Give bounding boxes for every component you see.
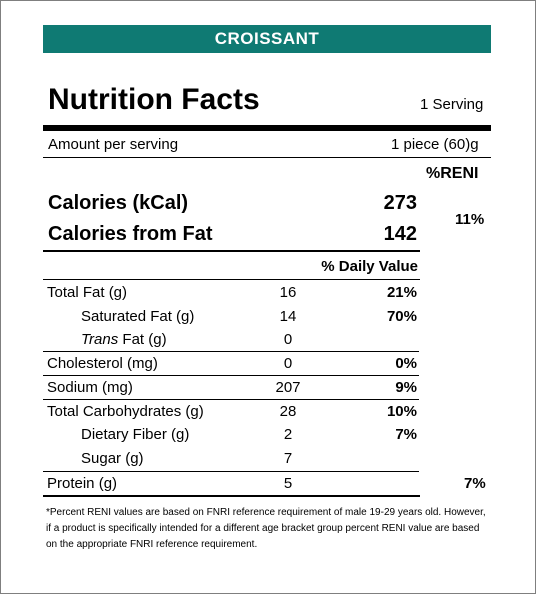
nutrient-label: Saturated Fat (g) (81, 308, 195, 325)
nutrient-amount: 0 (283, 355, 293, 372)
calories-label: Calories (kCal) (48, 192, 189, 214)
nutrient-row-sodium: Sodium (mg) 207 9% (43, 375, 419, 400)
nutrient-amount: 7 (283, 450, 293, 467)
rule-table-top (43, 279, 420, 280)
nutrient-label: Sugar (g) (81, 450, 144, 467)
nutrient-amount: 207 (275, 379, 301, 396)
rule-daily-value (43, 250, 420, 252)
nutrient-row-cholesterol: Cholesterol (mg) 0 0% (43, 351, 419, 376)
calories-value: 273 (383, 192, 417, 214)
amount-per-serving-label: Amount per serving (48, 136, 179, 153)
nutrient-dv: 21% (386, 284, 417, 301)
product-name: CROISSANT (214, 29, 320, 48)
nutrient-dv: 70% (386, 308, 417, 325)
nutrient-label: Trans Fat (g) (81, 331, 167, 348)
daily-value-header: % Daily Value (321, 258, 418, 275)
reni-header: %RENI (426, 165, 479, 182)
nutrient-row-trans-fat: Trans Fat (g) 0 (43, 328, 419, 352)
nutrient-dv: 0% (395, 355, 417, 372)
nutrition-facts-heading: Nutrition Facts (48, 83, 260, 116)
product-title-bar: CROISSANT (43, 25, 491, 53)
nutrient-amount: 0 (283, 331, 293, 348)
nutrient-row-protein: Protein (g) 5 (43, 471, 419, 496)
nutrient-label: Total Fat (g) (47, 284, 128, 301)
nutrient-row-saturated-fat: Saturated Fat (g) 14 70% (43, 305, 419, 329)
calories-from-fat-label: Calories from Fat (48, 223, 213, 245)
serving-count: 1 Serving (420, 96, 484, 113)
nutrient-row-total-fat: Total Fat (g) 16 21% (43, 281, 419, 305)
thick-rule-bottom (43, 495, 420, 497)
nutrient-dv: 9% (395, 379, 417, 396)
amount-per-serving-value: 1 piece (60)g (391, 136, 479, 153)
protein-reni: 7% (464, 475, 486, 492)
nutrient-dv: 7% (395, 426, 417, 443)
nutrient-label: Dietary Fiber (g) (81, 426, 190, 443)
nutrient-amount: 28 (279, 403, 297, 420)
nutrient-row-total-carbohydrates: Total Carbohydrates (g) 28 10% (43, 399, 419, 424)
thin-rule-serving (43, 157, 491, 158)
nutrient-row-dietary-fiber: Dietary Fiber (g) 2 7% (43, 423, 419, 447)
footnote: *Percent RENI values are based on FNRI r… (46, 507, 486, 550)
nutrient-dv: 10% (386, 403, 417, 420)
trans-rest: Fat (g) (118, 331, 167, 348)
nutrient-label: Cholesterol (mg) (47, 355, 158, 372)
calories-from-fat-value: 142 (383, 223, 417, 245)
nutrient-label: Protein (g) (47, 475, 118, 492)
nutrient-row-sugar: Sugar (g) 7 (43, 447, 419, 471)
thick-rule-top (43, 125, 491, 131)
nutrient-amount: 14 (279, 308, 297, 325)
nutrient-label: Sodium (mg) (47, 379, 133, 396)
trans-italic: Trans (81, 331, 119, 348)
nutrient-amount: 16 (279, 284, 297, 301)
nutrient-label: Total Carbohydrates (g) (47, 403, 204, 420)
nutrient-amount: 2 (283, 426, 293, 443)
nutrient-amount: 5 (283, 475, 293, 492)
calories-reni: 11% (455, 211, 485, 228)
